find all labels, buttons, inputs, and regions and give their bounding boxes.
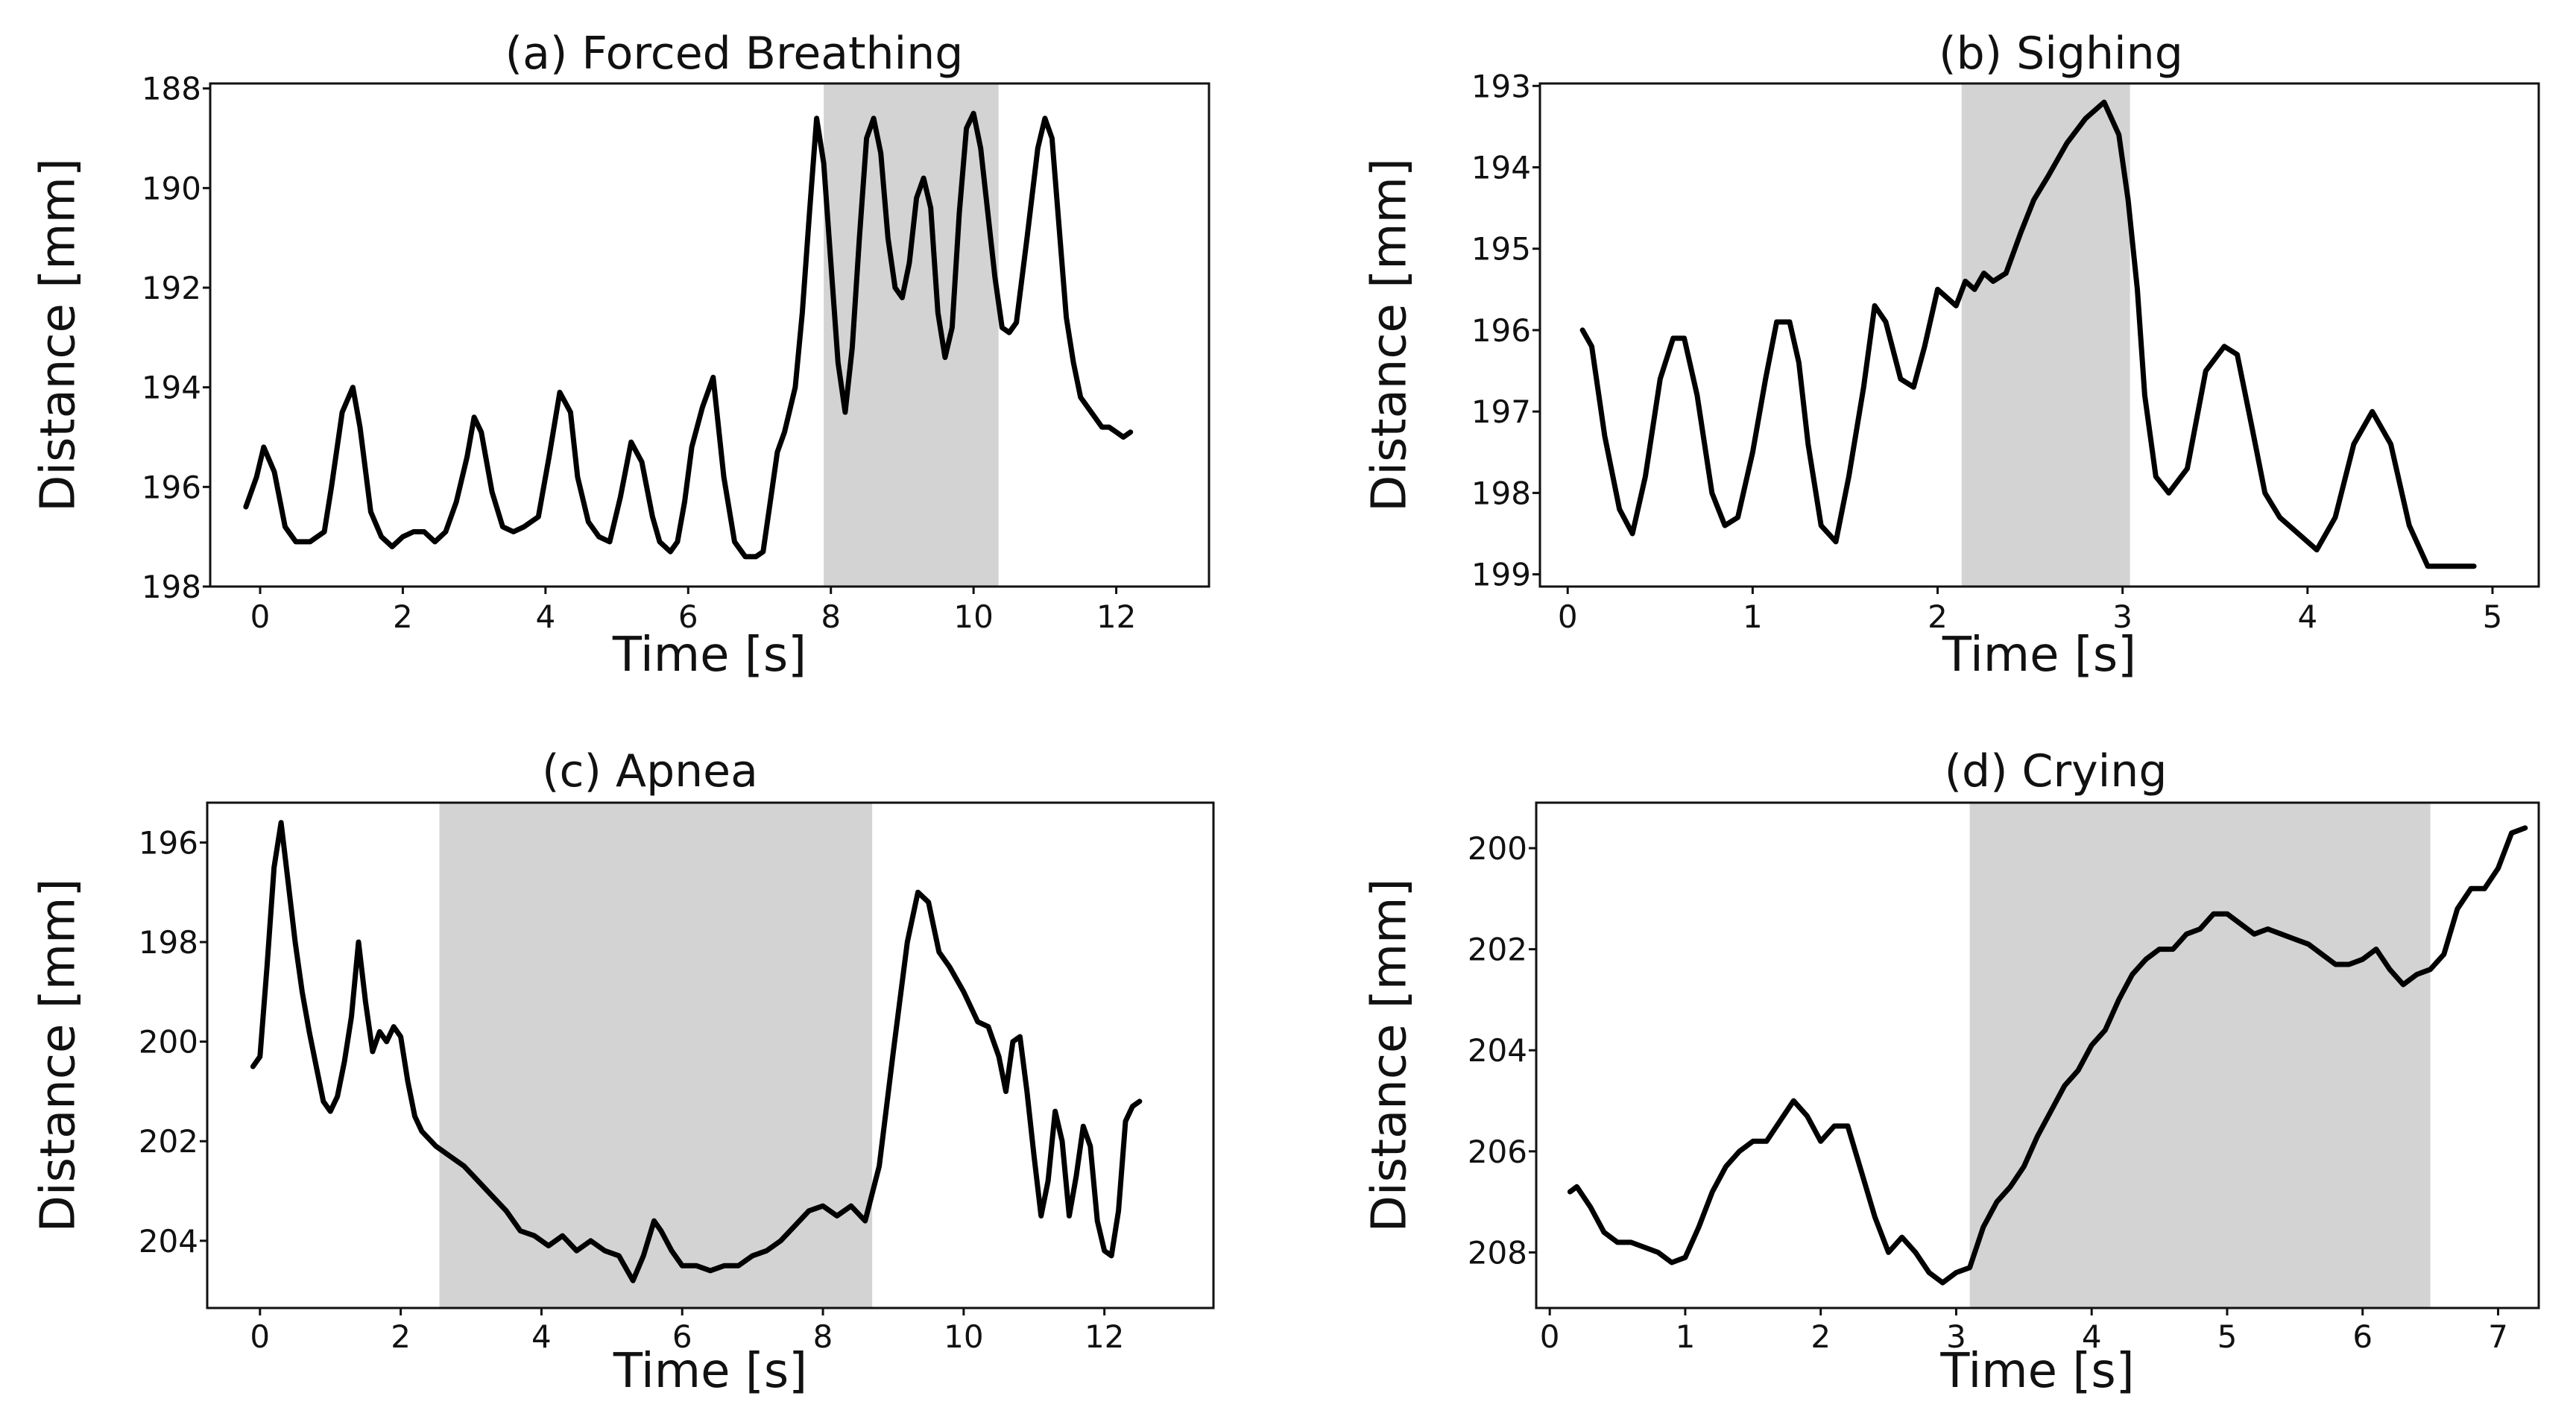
x-axis-label: Time [s]	[612, 628, 806, 683]
chart-title: (a) Forced Breathing	[505, 28, 964, 80]
y-tick-label: 206	[1468, 1134, 1527, 1170]
series-line	[243, 110, 1134, 560]
x-tick-label: 3	[1946, 1318, 1966, 1355]
y-tick-label: 193	[1471, 68, 1531, 104]
x-tick-label: 3	[2112, 598, 2133, 635]
panel-apnea: 0 2 4 6 8 10 12 196 198 200 202 204 (c) Apnea Time …	[31, 745, 1215, 1399]
x-tick-label: 8	[821, 598, 841, 635]
chart-title: (d) Crying	[1945, 745, 2168, 797]
x-tick-label: 2	[393, 598, 413, 635]
x-tick-label: 1	[1676, 1318, 1696, 1355]
y-axis-label: Distance [mm]	[31, 879, 86, 1233]
x-axis-label: Time [s]	[1939, 1344, 2134, 1399]
y-tick-label: 198	[139, 924, 198, 961]
y-tick-label: 196	[139, 824, 198, 861]
x-tick-label: 6	[678, 598, 698, 635]
x-tick-label: 2	[391, 1318, 411, 1355]
panel-crying: 0 1 2 3 4 5 6 7 200 202 204 206 208 (d) Crying Time …	[1363, 745, 2540, 1399]
panel-forced-breathing: 0 2 4 6 8 10 12 188 190 192 194 196 198 (a) Forced B…	[31, 28, 1210, 683]
y-tick-label: 198	[1471, 475, 1531, 511]
y-tick-label: 196	[1471, 312, 1531, 349]
x-tick-label: 5	[2217, 1318, 2238, 1355]
chart-title: (b) Sighing	[1939, 28, 2183, 80]
x-tick-label: 6	[2352, 1318, 2373, 1355]
x-tick-label: 7	[2488, 1318, 2508, 1355]
y-tick-label: 195	[1471, 231, 1531, 268]
y-tick-label: 194	[1471, 150, 1531, 186]
y-tick-label: 198	[142, 569, 201, 605]
x-tick-label: 10	[944, 1318, 983, 1355]
chart-title: (c) Apnea	[542, 745, 758, 797]
x-axis-label: Time [s]	[1942, 628, 2136, 683]
y-tick-label: 202	[139, 1123, 198, 1160]
plot-frame	[206, 801, 1215, 1309]
x-tick-label: 0	[250, 598, 271, 635]
y-tick-label: 197	[1471, 394, 1531, 430]
y-tick-label: 200	[1468, 830, 1527, 867]
series-line	[1567, 825, 2528, 1286]
x-axis-label: Time [s]	[613, 1344, 807, 1399]
x-tick-label: 12	[1096, 598, 1136, 635]
x-tick-label: 4	[2082, 1318, 2102, 1355]
series-line	[250, 820, 1143, 1283]
x-tick-label: 8	[813, 1318, 833, 1355]
shaded-region	[439, 803, 873, 1308]
y-tick-label: 188	[142, 71, 201, 107]
y-tick-label: 199	[1471, 557, 1531, 593]
y-tick-label: 192	[142, 270, 201, 306]
y-tick-label: 194	[142, 370, 201, 406]
x-tick-label: 5	[2483, 598, 2503, 635]
x-tick-label: 1	[1743, 598, 1763, 635]
tick-group: 0 1 2 3 4 5 6 7 200 202 204 206 208	[1468, 830, 2508, 1355]
shaded-region	[1961, 83, 2130, 587]
plot-frame	[209, 82, 1210, 588]
x-tick-label: 0	[1558, 598, 1578, 635]
x-tick-label: 0	[1540, 1318, 1560, 1355]
x-tick-label: 4	[535, 598, 555, 635]
x-tick-label: 10	[953, 598, 993, 635]
y-tick-label: 200	[139, 1024, 198, 1061]
shaded-region	[824, 83, 999, 587]
y-tick-label: 204	[139, 1223, 198, 1260]
x-tick-label: 2	[1811, 1318, 1831, 1355]
x-tick-label: 6	[672, 1318, 692, 1355]
series-line	[1579, 99, 2477, 569]
y-tick-label: 204	[1468, 1032, 1527, 1069]
plot-frame	[1535, 801, 2540, 1309]
y-axis-label: Distance [mm]	[1363, 158, 1418, 512]
x-tick-label: 4	[2297, 598, 2317, 635]
tick-group: 0 1 2 3 4 5 193 194 195 196 197 198 199	[1471, 68, 2503, 635]
y-axis-label: Distance [mm]	[31, 158, 86, 512]
shaded-region	[1969, 803, 2431, 1308]
x-tick-label: 12	[1085, 1318, 1124, 1355]
y-tick-label: 196	[142, 469, 201, 505]
y-tick-label: 202	[1468, 932, 1527, 968]
y-axis-label: Distance [mm]	[1363, 879, 1418, 1233]
tick-group: 0 2 4 6 8 10 12 188 190 192 194 196 198	[142, 71, 1136, 635]
plot-frame	[1538, 82, 2540, 588]
x-tick-label: 0	[250, 1318, 270, 1355]
y-tick-label: 208	[1468, 1234, 1527, 1271]
y-tick-label: 190	[142, 170, 201, 206]
x-tick-label: 2	[1928, 598, 1948, 635]
x-tick-label: 4	[531, 1318, 552, 1355]
tick-group: 0 2 4 6 8 10 12 196 198 200 202 204	[139, 824, 1125, 1355]
